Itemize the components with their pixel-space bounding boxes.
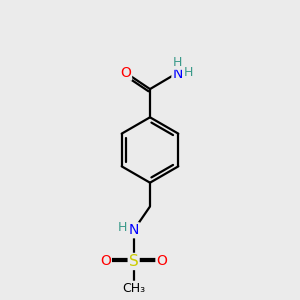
Text: O: O [100,254,111,268]
Text: N: N [172,67,183,81]
Text: O: O [120,66,131,80]
Text: H: H [173,56,182,69]
Text: H: H [184,66,193,79]
Text: H: H [118,221,127,234]
Text: S: S [129,254,139,269]
Text: CH₃: CH₃ [122,282,145,295]
Text: N: N [128,223,139,237]
Text: O: O [157,254,167,268]
